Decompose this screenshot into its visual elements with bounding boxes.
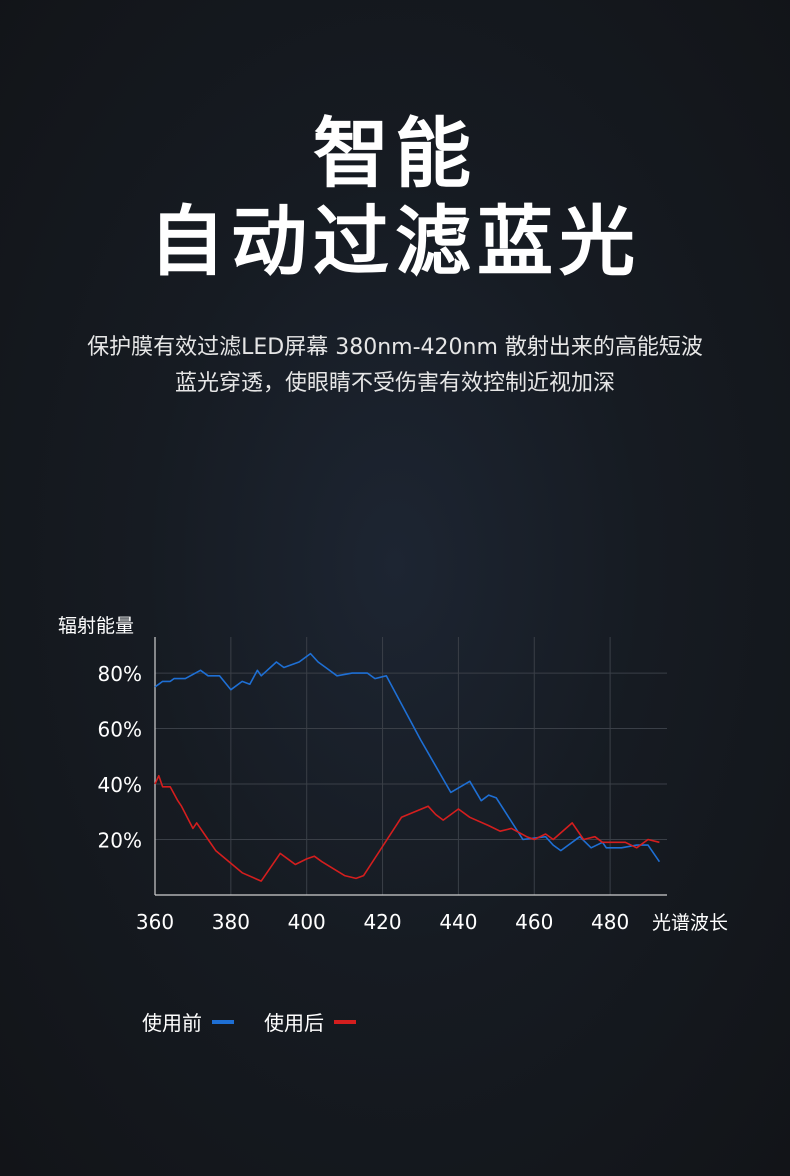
legend-swatch-after bbox=[334, 1019, 356, 1024]
legend-item-after: 使用后 bbox=[264, 1007, 356, 1036]
legend-label-before: 使用前 bbox=[142, 1011, 202, 1035]
title-block: 智能 自动过滤蓝光 bbox=[0, 110, 790, 286]
x-tick-label: 460 bbox=[515, 910, 553, 934]
x-tick-label: 440 bbox=[439, 910, 477, 934]
y-tick-label: 80% bbox=[98, 662, 142, 686]
x-tick-label: 380 bbox=[212, 910, 250, 934]
description-line2: 蓝光穿透，使眼睛不受伤害有效控制近视加深 bbox=[174, 371, 615, 396]
page-title-line2: 自动过滤蓝光 bbox=[149, 197, 641, 286]
legend-label-after: 使用后 bbox=[264, 1011, 324, 1035]
y-axis-label: 辐射能量 bbox=[58, 615, 134, 637]
y-tick-label: 60% bbox=[98, 718, 142, 742]
tick-labels: 20% 40% 60% 80% 360 380 400 420 440 460 480 bbox=[98, 662, 630, 934]
series-line-after bbox=[154, 774, 660, 882]
axes bbox=[154, 637, 667, 896]
legend-swatch-before bbox=[212, 1019, 234, 1024]
x-tick-label: 420 bbox=[363, 910, 401, 934]
series-lines bbox=[154, 652, 661, 882]
legend: 使用前 使用后 bbox=[142, 1007, 386, 1036]
y-tick-label: 40% bbox=[98, 773, 142, 797]
legend-item-before: 使用前 bbox=[142, 1007, 234, 1036]
x-tick-label: 480 bbox=[591, 910, 629, 934]
page-title-line1: 智能 bbox=[313, 109, 477, 198]
description-line1: 保护膜有效过滤LED屏幕 380nm-420nm 散射出来的高能短波 bbox=[87, 335, 703, 360]
y-tick-label: 20% bbox=[98, 829, 142, 853]
x-tick-label: 400 bbox=[288, 910, 326, 934]
spectrum-chart: 辐射能量 光谱波长 20% 40% 60% 80% 360 380 400 420 440 460… bbox=[58, 615, 728, 934]
x-axis-label: 光谱波长 bbox=[652, 912, 728, 934]
grid-lines bbox=[155, 637, 667, 895]
series-line-before bbox=[154, 652, 661, 863]
x-tick-label: 360 bbox=[136, 910, 174, 934]
description: 保护膜有效过滤LED屏幕 380nm-420nm 散射出来的高能短波 蓝光穿透，… bbox=[0, 330, 790, 402]
